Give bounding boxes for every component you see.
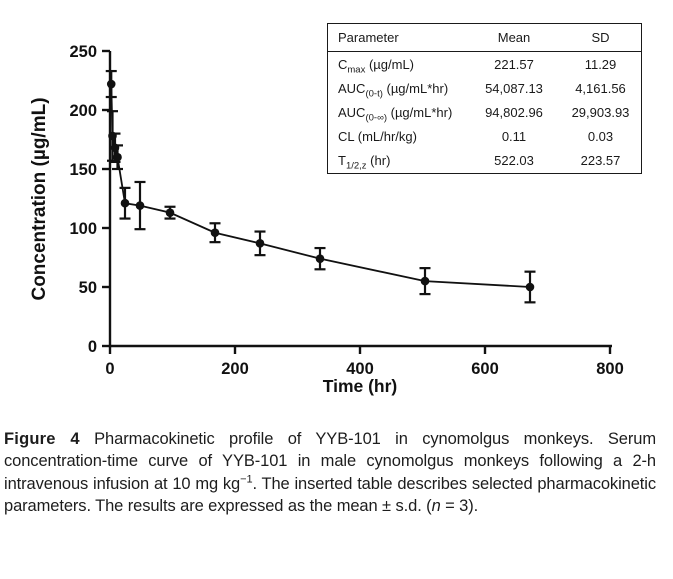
parameter-cell: CL (mL/hr/kg) <box>328 125 469 149</box>
y-tick-label: 250 <box>69 43 97 61</box>
mean-cell: 0.11 <box>501 129 527 145</box>
table-header-row: Parameter Mean SD <box>327 23 642 52</box>
data-point-marker <box>135 201 145 210</box>
y-tick-label: 0 <box>88 338 97 356</box>
parameter-name: CL (mL/hr/kg) <box>338 129 417 145</box>
mean-cell: 94,802.96 <box>485 104 543 120</box>
parameter-subscript: (0-∞) <box>365 112 387 124</box>
parameter-cell: AUC(0-∞) (µg/mL*hr) <box>328 100 469 124</box>
table-row-cl: CL (mL/hr/kg) 0.11 0.03 <box>328 125 642 149</box>
pk-data-series <box>105 69 536 304</box>
table-row-cmax: Cmax (µg/mL) 221.57 11.29 <box>328 52 642 77</box>
parameter-subscript: (0-t) <box>365 88 383 100</box>
parameter-name: AUC <box>338 104 366 120</box>
data-point-marker <box>110 143 120 153</box>
table-row-auc0inf: AUC(0-∞) (µg/mL*hr) 94,802.96 29,903.93 <box>328 100 642 124</box>
data-point-marker <box>420 276 430 286</box>
data-point-marker <box>108 131 117 141</box>
data-point-marker <box>210 228 220 238</box>
table-row-auc0t: AUC(0-t) (µg/mL*hr) 54,087.13 4,161.56 <box>328 76 642 100</box>
data-point-marker <box>113 152 122 162</box>
data-point-marker <box>165 208 175 217</box>
data-point-marker <box>315 254 325 263</box>
pk-parameters-table: Parameter Mean SD Cmax (µg/mL) 221.57 11… <box>327 23 642 174</box>
table-header-sd: SD <box>560 23 642 52</box>
y-tick-label: 150 <box>69 161 97 179</box>
x-tick-label: 600 <box>471 360 499 378</box>
x-tick-label: 800 <box>596 360 624 378</box>
sd-cell: 223.57 <box>580 153 621 169</box>
y-tick-label: 100 <box>69 220 97 238</box>
data-point-marker <box>106 79 116 89</box>
sd-cell: 4,161.56 <box>575 80 626 96</box>
y-tick-label: 200 <box>69 102 97 120</box>
pk-concentration-time-chart: 0 200 400 600 800 0 50 100 150 200 250 Time (hr) C… <box>29 43 624 396</box>
data-point-marker <box>120 198 130 208</box>
y-axis-label: Concentration (µg/mL) <box>29 97 50 300</box>
data-point-marker <box>525 282 535 292</box>
figure-caption: Figure 4 Pharmacokinetic profile of YYB-… <box>4 428 656 518</box>
x-tick-label: 200 <box>221 360 249 378</box>
figure-caption-superscript: −1 <box>240 473 253 486</box>
parameter-name: C <box>338 56 348 72</box>
data-point-marker <box>255 239 265 248</box>
figure-caption-label: Figure 4 <box>4 430 80 448</box>
sd-cell: 11.29 <box>584 56 617 72</box>
figure-caption-text-2: . The inserted table describes selected … <box>4 474 656 516</box>
parameter-units: (hr) <box>366 153 391 169</box>
parameter-subscript: 1/2,z <box>345 160 367 172</box>
series-yyb-101 <box>105 69 536 304</box>
parameter-units: (µg/mL) <box>365 56 415 72</box>
parameter-name: T <box>338 153 346 169</box>
parameter-cell: Cmax (µg/mL) <box>328 52 469 77</box>
chart-axes: 0 200 400 600 800 0 50 100 150 200 250 <box>69 43 623 378</box>
table-row-thalf: T1/2,z (hr) 522.03 223.57 <box>328 149 642 174</box>
figure-caption-text-1: Pharmacokinetic profile of YYB-101 in cy… <box>4 430 656 493</box>
y-tick-label: 50 <box>79 279 97 297</box>
table-header-parameter: Parameter <box>327 23 468 52</box>
mean-cell: 522.03 <box>494 153 534 169</box>
parameter-cell: AUC(0-t) (µg/mL*hr) <box>328 76 469 100</box>
x-tick-label: 400 <box>346 360 374 378</box>
parameter-subscript: max <box>347 64 366 76</box>
parameter-units: (µg/mL*hr) <box>382 80 449 96</box>
mean-cell: 221.57 <box>494 56 534 72</box>
sd-cell: 29,903.93 <box>571 104 630 120</box>
parameter-name: AUC <box>338 80 366 96</box>
sd-cell: 0.03 <box>587 129 614 145</box>
x-axis-label: Time (hr) <box>323 376 398 396</box>
figure-caption-text-3: = 3). <box>440 497 479 516</box>
parameter-units: (µg/mL*hr) <box>387 104 453 120</box>
figure-caption-italic-n: n <box>431 497 441 516</box>
mean-cell: 54,087.13 <box>485 80 543 96</box>
table-header-mean: Mean <box>468 23 560 52</box>
x-tick-label: 0 <box>105 360 114 378</box>
parameter-cell: T1/2,z (hr) <box>328 149 469 174</box>
